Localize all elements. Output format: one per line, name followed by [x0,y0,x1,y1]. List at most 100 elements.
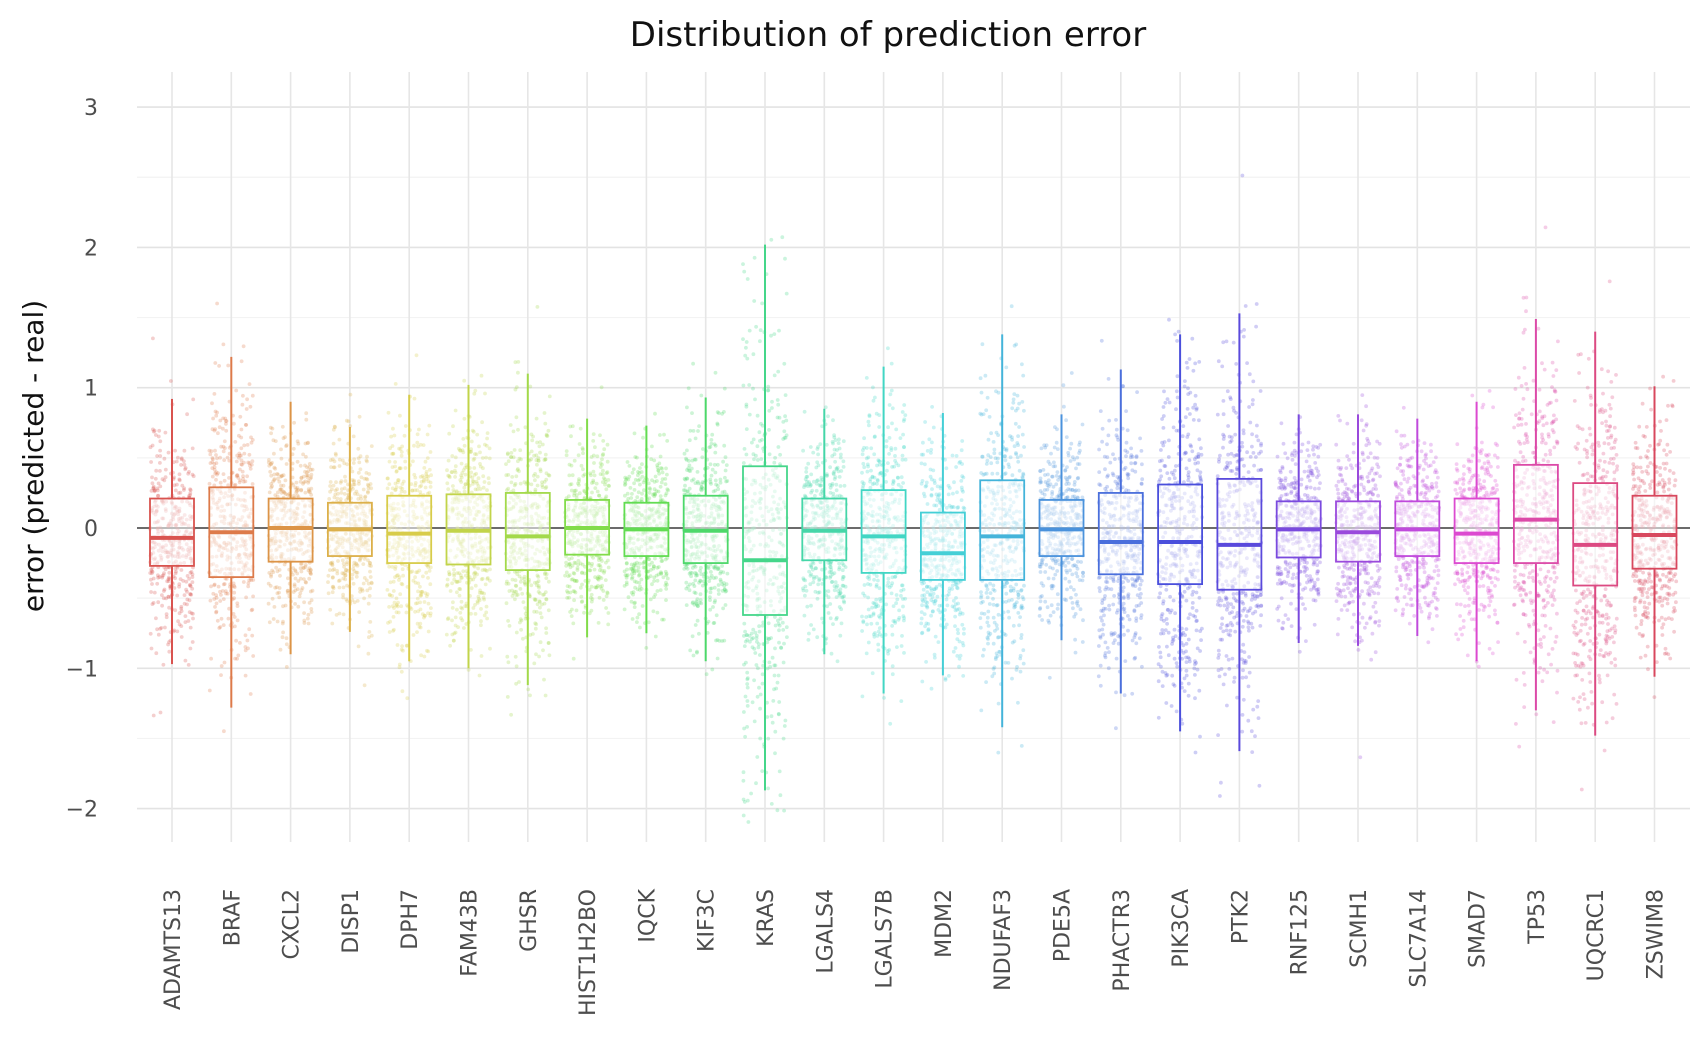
jitter-point [766,388,771,393]
jitter-point [466,668,471,672]
jitter-point [599,385,604,390]
jitter-point [422,615,426,620]
jitter-point [469,447,473,452]
jitter-point [242,460,246,465]
jitter-point [769,802,774,806]
jitter-point [417,427,421,432]
jitter-point [293,568,298,572]
jitter-point [303,479,308,484]
jitter-point [270,460,274,465]
jitter-point [706,565,710,569]
jitter-point [219,593,223,597]
jitter-point [426,576,430,580]
jitter-point [804,466,809,470]
jitter-point [511,488,516,493]
jitter-point [474,479,479,484]
jitter-point [572,493,576,498]
jitter-point [712,576,716,580]
jitter-point [284,636,289,641]
jitter-point [293,602,297,606]
jitter-point [283,603,288,608]
jitter-point [403,466,408,470]
jitter-point [753,630,758,635]
jitter-point [535,462,539,467]
jitter-point [567,573,572,578]
jitter-point [158,469,162,473]
jitter-point [354,561,358,566]
jitter-point [757,624,761,629]
jitter-point [781,437,786,441]
jitter-point [635,587,640,592]
jitter-point [340,458,345,463]
jitter-point [191,616,195,621]
jitter-point [237,453,242,458]
jitter-point [631,590,636,594]
jitter-point [363,495,367,500]
jitter-point [462,416,467,421]
jitter-point [708,586,713,591]
jitter-point [395,604,400,609]
jitter-point [426,611,430,616]
jitter-point [271,570,276,574]
jitter-point [396,478,400,482]
jitter-point [750,645,755,650]
jitter-point [836,469,841,474]
jitter-point [715,567,720,572]
jitter-point [629,562,634,567]
jitter-point [487,446,492,451]
jitter-point [757,629,762,634]
jitter-point [363,494,368,499]
jitter-point [226,616,231,621]
jitter-point [830,579,835,584]
jitter-point [523,425,528,430]
jitter-point [837,493,842,498]
jitter-point [344,498,349,502]
jitter-point [533,580,537,585]
jitter-point [718,577,723,582]
jitter-point [341,576,346,581]
jitter-point [350,572,355,577]
jitter-point [330,575,335,580]
jitter-point [167,570,172,575]
jitter-point [829,560,833,565]
jitter-point [399,450,404,454]
jitter-point [542,601,547,606]
jitter-point [721,606,725,611]
jitter-point [741,461,746,465]
jitter-point [630,572,634,576]
jitter-point [278,487,283,492]
jitter-point [479,591,484,595]
jitter-point [514,593,519,598]
jitter-point [724,589,729,593]
jitter-point [242,451,247,456]
jitter-point [530,438,535,443]
jitter-point [576,559,581,563]
jitter-point [706,566,711,571]
jitter-point [461,569,466,574]
jitter-point [282,491,287,495]
jitter-point [693,591,698,595]
jitter-point [155,488,160,493]
jitter-point [366,482,370,487]
jitter-point [572,560,577,565]
jitter-point [841,439,846,444]
jitter-point [391,426,395,431]
jitter-point [688,648,693,653]
jitter-point [683,488,687,493]
jitter-point [682,451,687,456]
jitter-point [777,628,781,633]
jitter-point [415,440,420,445]
jitter-point [597,555,602,559]
jitter-point [760,681,765,686]
jitter-point [328,458,333,463]
jitter-point [469,577,473,582]
jitter-point [752,255,757,260]
jitter-point [598,472,603,476]
jitter-point [428,565,433,570]
jitter-point [292,420,296,425]
jitter-point [591,480,596,485]
jitter-point [686,386,691,391]
jitter-point [396,480,400,485]
jitter-point [295,587,300,591]
jitter-point [637,471,642,475]
